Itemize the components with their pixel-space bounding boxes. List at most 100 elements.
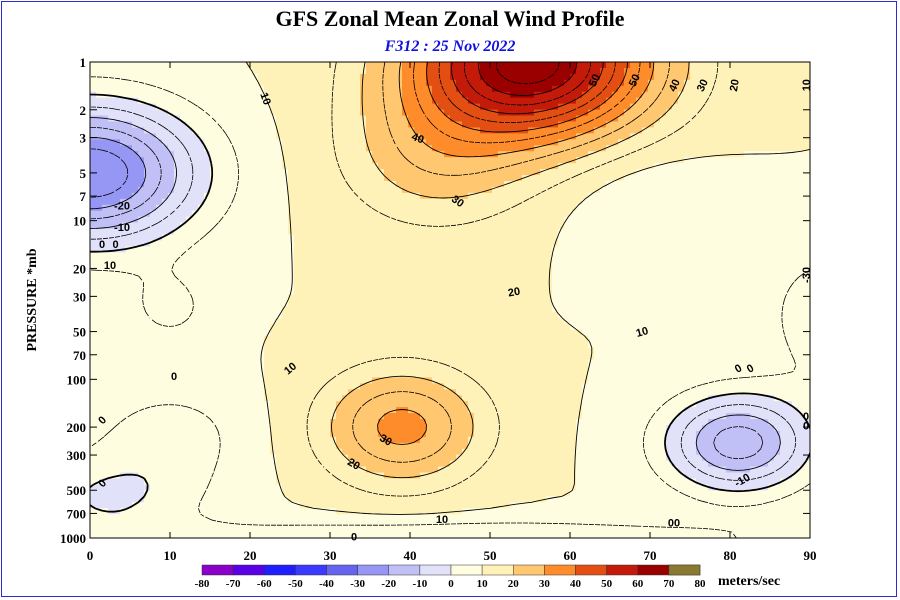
contour-fill-cell: [366, 222, 373, 230]
contour-fill-cell: [660, 181, 667, 188]
contour-fill-cell: [522, 300, 529, 307]
contour-fill-cell: [618, 264, 625, 271]
contour-fill-cell: [276, 79, 283, 87]
contour-fill-cell: [180, 222, 187, 230]
contour-fill-cell: [672, 85, 679, 93]
contour-fill-cell: [666, 300, 673, 307]
contour-fill-cell: [102, 79, 109, 87]
contour-fill-cell: [102, 151, 109, 158]
contour-fill-cell: [162, 192, 169, 200]
contour-fill-cell: [564, 192, 571, 200]
contour-fill-cell: [720, 294, 727, 301]
contour-fill-cell: [516, 276, 523, 283]
contour-fill-cell: [504, 109, 511, 117]
contour-fill-cell: [606, 109, 613, 117]
contour-fill-cell: [576, 228, 583, 236]
contour-fill-cell: [234, 169, 241, 176]
contour-fill-cell: [708, 264, 715, 271]
contour-fill-cell: [654, 264, 661, 271]
contour-fill-cell: [720, 192, 727, 200]
contour-fill-cell: [648, 282, 655, 289]
contour-fill-cell: [558, 67, 565, 75]
contour-fill-cell: [132, 276, 139, 283]
contour-fill-cell: [756, 181, 763, 188]
contour-fill-cell: [282, 300, 289, 307]
contour-fill-cell: [330, 115, 337, 123]
contour-fill-cell: [504, 157, 511, 164]
contour-fill-cell: [444, 157, 451, 164]
contour-fill-cell: [486, 192, 493, 200]
contour-fill-cell: [264, 246, 271, 253]
contour-fill-cell: [324, 198, 331, 206]
contour-fill-cell: [462, 67, 469, 75]
contour-fill-cell: [186, 79, 193, 87]
contour-fill-cell: [588, 234, 595, 242]
contour-fill-cell: [726, 67, 733, 75]
contour-fill-cell: [228, 163, 235, 170]
contour-fill-cell: [282, 288, 289, 295]
contour-fill-cell: [696, 121, 703, 129]
contour-fill-cell: [696, 139, 703, 146]
contour-fill-cell: [198, 127, 205, 134]
contour-fill-cell: [474, 246, 481, 253]
contour-fill-cell: [348, 67, 355, 75]
contour-fill-cell: [684, 91, 691, 99]
contour-fill-cell: [438, 175, 445, 182]
contour-fill-cell: [546, 145, 553, 152]
contour-fill-cell: [234, 91, 241, 99]
contour-fill-cell: [282, 62, 289, 69]
contour-fill-cell: [666, 169, 673, 176]
contour-fill-cell: [192, 234, 199, 242]
contour-fill-cell: [102, 145, 109, 152]
contour-fill-cell: [750, 67, 757, 75]
contour-fill-cell: [336, 240, 343, 248]
contour-fill-cell: [240, 67, 247, 75]
contour-fill-cell: [426, 145, 433, 152]
contour-fill-cell: [102, 258, 109, 265]
contour-fill-cell: [474, 175, 481, 182]
contour-fill-cell: [660, 186, 667, 194]
contour-fill-cell: [804, 109, 810, 117]
contour-fill-cell: [576, 73, 583, 81]
contour-fill-cell: [288, 151, 295, 158]
contour-fill-cell: [96, 240, 103, 248]
contour-fill-cell: [414, 264, 421, 271]
contour-fill-cell: [432, 198, 439, 206]
contour-fill-cell: [180, 163, 187, 170]
contour-fill-cell: [156, 300, 163, 307]
contour-fill-cell: [528, 270, 535, 277]
contour-fill-cell: [774, 91, 781, 99]
contour-fill-cell: [210, 109, 217, 117]
contour-fill-cell: [666, 234, 673, 242]
contour-fill-cell: [198, 222, 205, 230]
contour-fill-cell: [162, 186, 169, 194]
contour-fill-cell: [372, 264, 379, 271]
contour-fill-cell: [324, 73, 331, 81]
contour-fill-cell: [228, 97, 235, 105]
contour-fill-cell: [336, 252, 343, 259]
contour-fill-cell: [444, 62, 451, 69]
contour-fill-cell: [420, 169, 427, 176]
contour-fill-cell: [120, 222, 127, 230]
contour-fill-cell: [438, 276, 445, 283]
contour-fill-cell: [582, 103, 589, 111]
contour-fill-cell: [426, 181, 433, 188]
contour-fill-cell: [162, 252, 169, 259]
contour-fill-cell: [408, 198, 415, 206]
contour-fill-cell: [198, 240, 205, 248]
contour-fill-cell: [744, 79, 751, 87]
contour-fill-cell: [378, 175, 385, 182]
contour-fill-cell: [156, 85, 163, 93]
contour-fill-cell: [714, 91, 721, 99]
contour-fill-cell: [660, 270, 667, 277]
contour-fill-cell: [300, 79, 307, 87]
contour-fill-cell: [132, 270, 139, 277]
contour-fill-cell: [240, 276, 247, 283]
contour-fill-cell: [576, 133, 583, 140]
contour-fill-cell: [330, 198, 337, 206]
contour-fill-cell: [264, 222, 271, 230]
contour-fill-cell: [312, 234, 319, 242]
contour-fill-cell: [156, 240, 163, 248]
contour-fill-cell: [600, 276, 607, 283]
contour-fill-cell: [468, 305, 475, 313]
